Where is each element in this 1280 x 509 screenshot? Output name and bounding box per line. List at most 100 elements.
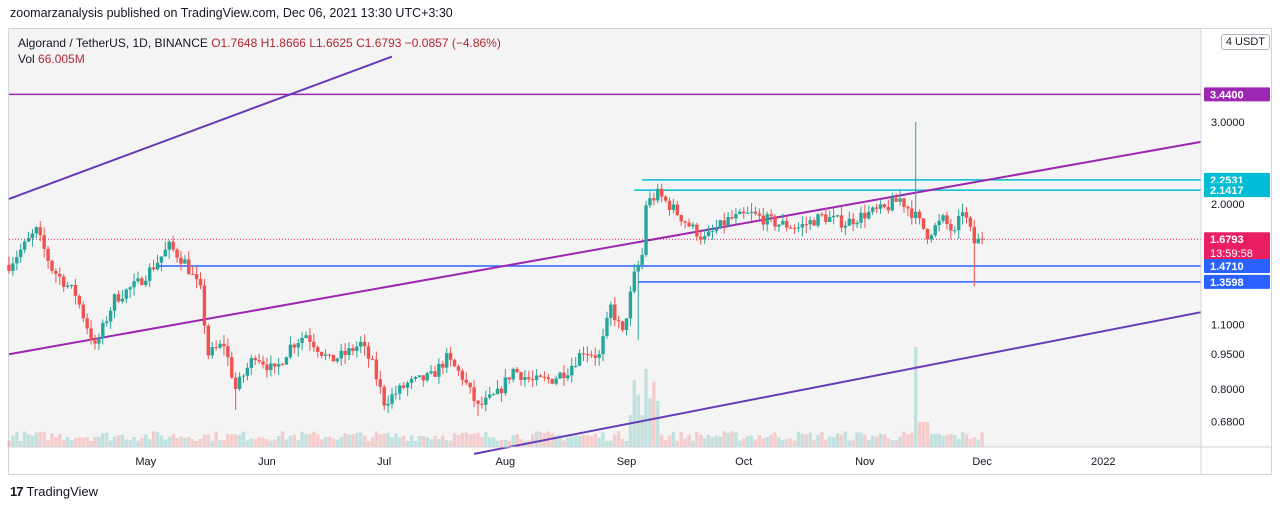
candle-body: [22, 241, 27, 250]
candle-body: [609, 304, 613, 318]
currency-selector[interactable]: 4 USDT: [1220, 34, 1270, 50]
candle-body: [62, 276, 66, 287]
volume-bar: [835, 433, 840, 447]
candle-body: [835, 215, 840, 217]
candle-body: [378, 379, 382, 387]
volume-bar: [351, 434, 355, 447]
candle-body: [116, 294, 121, 302]
volume-bar: [413, 440, 418, 447]
volume-bar: [183, 437, 187, 447]
volume-bar: [46, 440, 50, 447]
candle-body: [953, 230, 957, 232]
volume-bar: [585, 434, 590, 447]
volume-bar: [202, 434, 207, 447]
trend-line: [473, 311, 1202, 455]
candle-body: [159, 256, 164, 263]
tradingview-logo[interactable]: 17 TradingView: [10, 484, 98, 499]
chart-frame: [8, 28, 1272, 475]
volume-bar: [894, 440, 898, 447]
price-labels: 3.44002.25312.14171.679313:59:581.47101.…: [1204, 87, 1270, 289]
x-tick-label: Oct: [735, 456, 752, 468]
candle-body: [710, 231, 715, 233]
brand-name: TradingView: [26, 484, 99, 499]
candle-body: [448, 353, 453, 360]
volume-bar: [136, 440, 140, 447]
candle-body: [316, 347, 320, 352]
volume-bar: [7, 440, 11, 447]
volume-bar: [155, 432, 160, 447]
volume-bar: [398, 437, 402, 447]
candle-body: [503, 377, 508, 394]
volume-bar: [820, 432, 824, 447]
volume-bar: [58, 434, 62, 447]
candle-body: [452, 359, 457, 367]
volume-bar: [745, 435, 750, 447]
volume-bar: [65, 436, 70, 447]
candle-body: [136, 278, 140, 282]
ohlc-change: −0.0857 (−4.86%): [404, 36, 501, 50]
volume-bar: [316, 434, 320, 447]
candle-body: [230, 357, 234, 378]
volume-bar: [464, 432, 468, 447]
candle-body: [472, 387, 476, 401]
volume-bar: [632, 379, 637, 447]
candle-body: [742, 211, 746, 214]
volume-bar: [742, 438, 746, 447]
candle-body: [202, 285, 207, 326]
ohlc-low: L1.6625: [309, 36, 353, 50]
candle-body: [882, 204, 887, 208]
volume-bar: [808, 432, 812, 447]
volume-bar: [93, 437, 97, 447]
volume-bar: [796, 431, 801, 447]
candle-body: [585, 354, 590, 356]
x-tick-label: Dec: [972, 456, 992, 468]
volume-bar: [656, 400, 660, 447]
candle-body: [382, 386, 386, 406]
volume-bar: [124, 439, 128, 447]
candle-body: [788, 227, 793, 229]
volume-bar: [421, 436, 425, 447]
volume-bar: [26, 434, 31, 447]
volume-bar: [456, 435, 461, 447]
candle-body: [824, 214, 828, 222]
volume-bar: [257, 437, 261, 447]
volume-bar: [597, 437, 601, 447]
volume-bar: [593, 433, 597, 447]
volume-bar: [644, 369, 648, 447]
volume-bar: [601, 432, 605, 447]
volume-bar: [785, 439, 789, 447]
volume-bar: [757, 435, 762, 447]
volume-bar: [237, 435, 242, 447]
price-label-text: 1.3598: [1210, 277, 1244, 289]
candle-body: [464, 379, 468, 383]
candle-body: [616, 320, 621, 322]
candle-body: [659, 188, 664, 197]
volume-bar: [140, 438, 144, 447]
candle-body: [19, 249, 23, 258]
candle-body: [511, 368, 515, 380]
candle-body: [85, 318, 89, 329]
candle-body: [534, 375, 539, 381]
candle-body: [624, 318, 629, 331]
candle-body: [867, 211, 871, 219]
volume-bar: [38, 431, 42, 447]
volume-bar: [886, 438, 891, 447]
candle-body: [976, 238, 980, 244]
price-label-text: 1.6793: [1210, 234, 1244, 246]
ohlc-close: C1.6793: [356, 36, 402, 50]
candle-body: [456, 366, 461, 371]
volume-bar: [15, 431, 19, 447]
volume-bar: [230, 434, 234, 447]
volume-bar: [511, 435, 515, 447]
volume-bar: [515, 434, 519, 447]
candle-body: [296, 343, 300, 348]
volume-bar: [577, 435, 582, 447]
tradingview-mark-icon: 17: [10, 484, 24, 499]
candle-body: [706, 231, 711, 237]
candle-body: [437, 363, 441, 377]
candle-body: [58, 273, 62, 277]
candle-body: [925, 228, 930, 240]
y-tick-label: 0.8000: [1211, 384, 1245, 396]
volume-bar: [937, 433, 941, 447]
